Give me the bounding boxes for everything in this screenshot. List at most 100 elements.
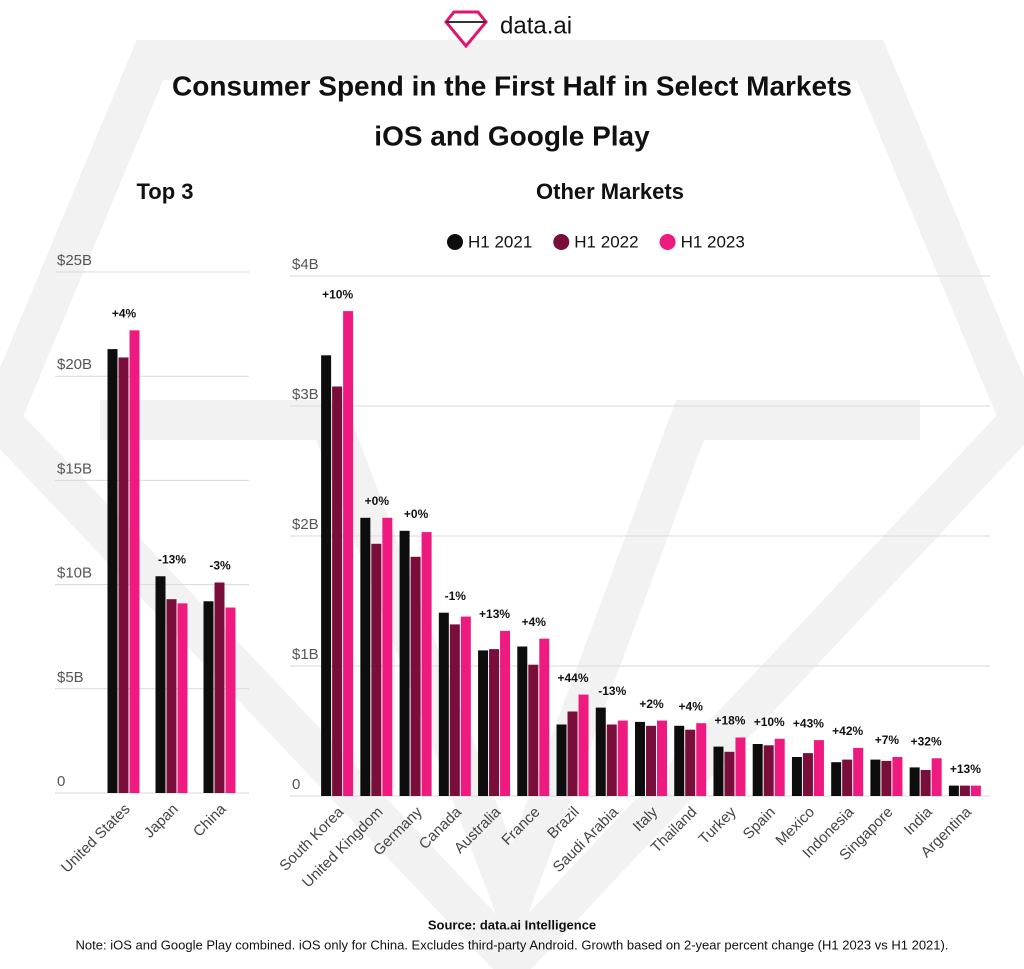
growth-label: +0%	[404, 507, 429, 521]
logo-text: data.ai	[500, 12, 572, 39]
growth-label: -13%	[158, 552, 186, 566]
y-tick-label: 0	[57, 773, 65, 790]
bar	[371, 543, 382, 796]
bar	[539, 638, 550, 796]
bar	[578, 694, 589, 796]
bar	[870, 759, 881, 796]
bar	[774, 738, 785, 796]
bar	[489, 649, 500, 796]
bar	[460, 616, 471, 796]
y-tick-label: $4B	[292, 256, 319, 273]
bar	[920, 770, 931, 796]
bar	[791, 757, 802, 796]
growth-label: -3%	[209, 559, 231, 573]
bar	[166, 599, 177, 793]
legend-marker	[659, 234, 676, 250]
source: Source: data.ai Intelligence	[428, 917, 596, 932]
bar	[528, 664, 539, 796]
growth-label: +43%	[793, 716, 824, 730]
x-tick-label: Japan	[141, 801, 182, 842]
y-tick-label: 0	[292, 776, 300, 793]
bar	[410, 556, 421, 796]
bar	[107, 349, 118, 793]
growth-label: +42%	[832, 724, 863, 738]
legend-label: H1 2022	[574, 232, 638, 251]
bar	[343, 311, 354, 796]
bar	[203, 601, 214, 793]
growth-label: +4%	[522, 615, 547, 629]
bar	[685, 729, 696, 796]
growth-label: -13%	[598, 684, 626, 698]
bar	[595, 707, 606, 796]
logo: data.ai	[444, 10, 572, 49]
y-tick-label: $20B	[57, 356, 92, 373]
bar	[360, 517, 371, 796]
growth-label: +10%	[322, 287, 353, 301]
bar	[735, 737, 746, 796]
y-tick-label: $2B	[292, 516, 319, 533]
bar	[517, 646, 528, 796]
note: Note: iOS and Google Play combined. iOS …	[76, 937, 949, 952]
y-tick-label: $1B	[292, 646, 319, 663]
bar	[155, 576, 166, 793]
bar	[931, 758, 942, 796]
growth-label: +10%	[754, 715, 785, 729]
bar	[421, 532, 432, 796]
x-tick-label: Turkey	[696, 803, 740, 847]
growth-label: -1%	[445, 589, 467, 603]
growth-label: +0%	[365, 494, 390, 508]
bar	[909, 767, 920, 796]
bar	[606, 724, 617, 796]
y-tick-label: $5B	[57, 669, 84, 686]
bar	[831, 762, 842, 796]
bar	[118, 357, 129, 793]
chart-title: Top 3	[136, 179, 193, 204]
growth-label: +13%	[950, 762, 981, 776]
growth-label: +4%	[112, 307, 137, 321]
y-tick-label: $15B	[57, 460, 92, 477]
bar	[382, 517, 393, 796]
bar	[713, 746, 724, 796]
x-tick-label: China	[190, 800, 230, 840]
subtitle: iOS and Google Play	[374, 120, 650, 151]
bar	[449, 624, 460, 796]
bar	[892, 757, 903, 796]
bar	[842, 759, 853, 796]
legend-marker	[447, 234, 463, 250]
legend-marker	[553, 234, 570, 250]
bar	[646, 725, 656, 796]
x-tick-label: United States	[58, 801, 134, 877]
chart-title: Other Markets	[536, 179, 684, 204]
growth-label: +13%	[479, 607, 510, 621]
bar	[438, 612, 449, 796]
bar	[556, 724, 567, 796]
bar	[853, 747, 864, 796]
bar	[567, 711, 578, 796]
bar	[617, 720, 628, 796]
bar	[802, 753, 813, 796]
growth-label: +32%	[911, 734, 942, 748]
bar	[724, 751, 735, 796]
bar	[321, 355, 332, 796]
bar	[959, 785, 970, 796]
y-tick-label: $3B	[292, 386, 319, 403]
growth-label: +2%	[639, 697, 664, 711]
bar	[970, 785, 981, 796]
legend-label: H1 2021	[468, 232, 532, 251]
bar	[657, 720, 667, 796]
growth-label: +44%	[558, 671, 589, 685]
title: Consumer Spend in the First Half in Sele…	[172, 70, 852, 101]
growth-label: +4%	[679, 699, 704, 713]
growth-label: +7%	[875, 733, 900, 747]
bar	[129, 330, 140, 793]
y-tick-label: $25B	[57, 252, 92, 269]
growth-label: +18%	[714, 714, 745, 728]
bar	[948, 785, 959, 796]
bar	[399, 530, 410, 796]
x-tick-label: India	[901, 803, 936, 838]
bar	[177, 603, 188, 793]
watermark	[0, 40, 1024, 969]
bar	[813, 740, 824, 796]
bar	[478, 650, 489, 796]
